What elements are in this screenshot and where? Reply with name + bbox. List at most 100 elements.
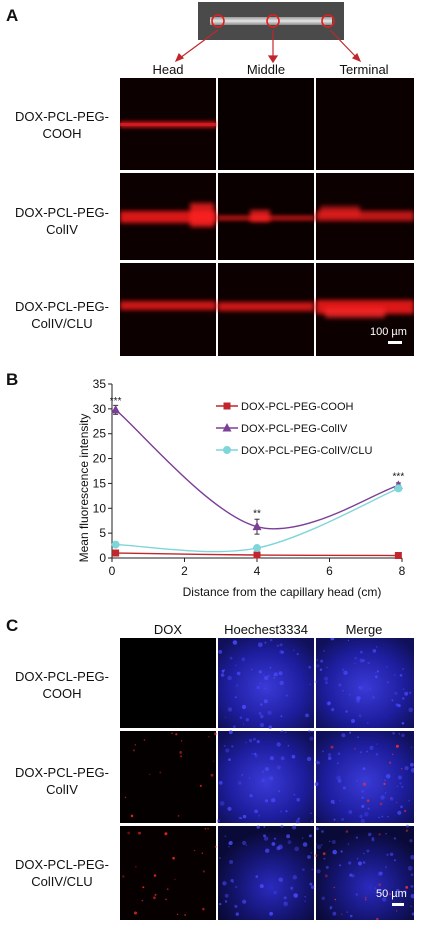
- micrograph-speckle: [316, 869, 321, 874]
- micrograph-speckle: [285, 810, 288, 813]
- micrograph-speckle: [378, 816, 380, 819]
- micrograph-speckle: [239, 716, 243, 719]
- micrograph-speckle: [404, 691, 409, 696]
- micrograph-speckle: [245, 844, 247, 846]
- micrograph-speckle: [410, 873, 414, 876]
- micrograph-speckle: [322, 852, 326, 856]
- micrograph-speckle: [400, 805, 403, 809]
- micrograph-speckle: [201, 852, 203, 854]
- x-tick-label: 2: [181, 564, 188, 578]
- micrograph-speckle: [235, 885, 238, 889]
- micrograph-speckle: [323, 650, 325, 652]
- micrograph-speckle: [337, 779, 342, 783]
- micrograph-speckle: [281, 730, 284, 733]
- micrograph-speckle: [394, 859, 396, 862]
- micrograph-speckle: [263, 674, 265, 676]
- micrograph-speckle: [164, 832, 168, 836]
- micrograph-speckle: [342, 786, 346, 790]
- micrograph-speckle: [336, 775, 342, 781]
- micrograph-speckle: [132, 749, 135, 752]
- micrograph-speckle: [269, 776, 274, 781]
- micrograph-speckle: [284, 731, 287, 734]
- micrograph-speckle: [229, 656, 233, 660]
- micrograph-speckle: [397, 810, 402, 815]
- row-label-line2: COOH: [42, 686, 82, 701]
- micrograph-speckle: [276, 742, 281, 747]
- micrograph-speckle: [122, 875, 125, 878]
- micrograph-speckle: [245, 741, 247, 744]
- row-label-line1: DOX-PCL-PEG-: [15, 669, 109, 684]
- panel-a-image-grid: [120, 78, 414, 356]
- micrograph-speckle: [134, 911, 137, 915]
- micrograph-speckle: [357, 736, 359, 738]
- micrograph-speckle: [293, 893, 298, 898]
- micrograph-speckle: [408, 707, 414, 713]
- micrograph-speckle: [273, 837, 277, 840]
- micrograph-speckle: [290, 886, 294, 890]
- row-label-coliv-clu-c: DOX-PCL-PEG- ColIV/CLU: [6, 856, 118, 890]
- micrograph-speckle: [382, 897, 387, 902]
- micrograph-speckle: [314, 782, 319, 787]
- micrograph-speckle: [143, 739, 146, 741]
- micrograph-speckle: [214, 732, 217, 736]
- micrograph-speckle: [367, 722, 369, 724]
- micrograph-speckle: [280, 756, 285, 761]
- micrograph-speckle: [243, 723, 245, 725]
- micrograph-speckle: [341, 733, 346, 738]
- micrograph-speckle: [345, 830, 349, 833]
- micrograph-speckle: [361, 789, 365, 793]
- row-label-line2: ColIV: [46, 222, 78, 237]
- micrograph-speckle: [409, 839, 413, 843]
- micrograph-speckle: [374, 887, 377, 889]
- micrograph-speckle: [218, 650, 223, 654]
- data-point: [253, 544, 261, 553]
- y-tick-label: 5: [99, 526, 106, 540]
- micrograph-speckle: [359, 650, 363, 654]
- micrograph-speckle: [314, 854, 318, 857]
- micrograph-speckle: [386, 681, 389, 684]
- micrograph-speckle: [174, 878, 176, 880]
- fluorescence-chart: Mean fluorescence intensity Distance fro…: [77, 377, 406, 599]
- micrograph-speckle: [399, 782, 402, 785]
- micrograph-speckle: [310, 820, 313, 823]
- micrograph-speckle: [234, 904, 238, 908]
- y-tick-label: 25: [93, 427, 107, 441]
- x-tick-label: 6: [326, 564, 333, 578]
- micrograph-speckle: [207, 827, 209, 830]
- micrograph-speckle: [316, 843, 318, 845]
- micrograph-speckle: [254, 752, 257, 756]
- micrograph-speckle: [264, 687, 266, 690]
- micrograph-speckle: [225, 748, 230, 753]
- micrograph-speckle: [264, 675, 269, 681]
- micrograph-speckle: [254, 754, 258, 758]
- micrograph-speckle: [349, 873, 353, 877]
- micrograph-speckle: [334, 898, 337, 901]
- micrograph-speckle: [399, 674, 403, 677]
- micrograph-speckle: [371, 837, 375, 840]
- micrograph-speckle: [259, 884, 264, 889]
- legend-marker: [223, 402, 231, 410]
- micrograph-speckle: [396, 888, 400, 893]
- micrograph-speckle: [333, 886, 336, 889]
- micrograph-speckle: [366, 849, 370, 853]
- micrograph-speckle: [214, 845, 217, 848]
- micrograph-speckle: [386, 853, 389, 856]
- micrograph-speckle: [410, 905, 412, 907]
- micrograph-speckle: [355, 893, 359, 896]
- x-tick-label: 4: [254, 564, 261, 578]
- micrograph-speckle: [218, 781, 223, 785]
- micrograph-speckle: [212, 760, 214, 762]
- micrograph-speckle: [268, 725, 272, 729]
- micrograph-speckle: [270, 639, 273, 642]
- micrograph-speckle: [224, 900, 228, 903]
- micrograph-speckle: [273, 672, 278, 677]
- micrograph-speckle: [410, 885, 414, 888]
- micrograph-speckle: [261, 770, 265, 773]
- micrograph-speckle: [358, 686, 360, 689]
- row-label-line2: ColIV/CLU: [31, 874, 93, 889]
- micrograph-speckle: [280, 715, 283, 718]
- micrograph-speckle: [273, 676, 275, 679]
- micrograph-speckle: [325, 865, 329, 869]
- micrograph-speckle: [241, 773, 244, 776]
- micrograph-speckle: [208, 736, 210, 738]
